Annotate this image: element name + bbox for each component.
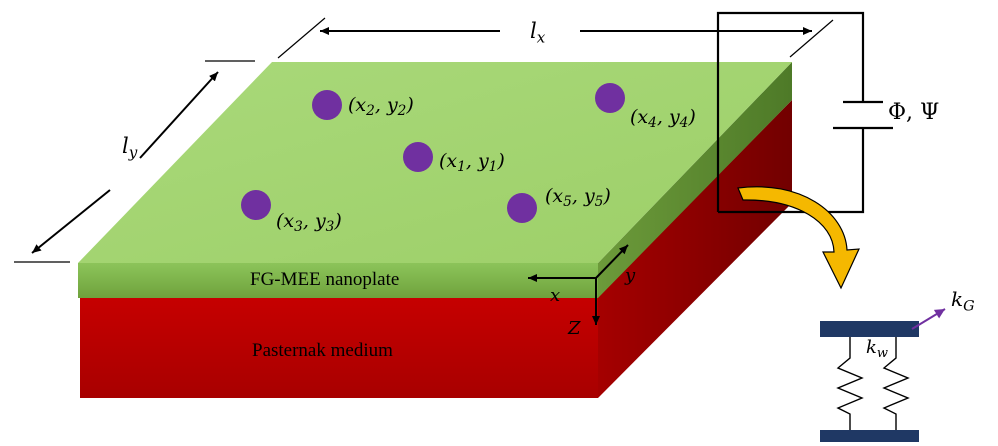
point-marker-4 xyxy=(595,83,625,113)
lx-label: lx xyxy=(530,19,546,47)
ly-arrow-bottom xyxy=(31,189,111,254)
curved-arrow xyxy=(737,186,860,290)
ly-label: ly xyxy=(122,134,138,162)
point-marker-5 xyxy=(507,193,537,223)
lx-extension-left xyxy=(277,17,326,59)
shear-arrow xyxy=(911,308,946,330)
circuit-label: Φ, Ψ xyxy=(888,100,940,125)
medium-layer-label: Pasternak medium xyxy=(252,340,393,361)
point-label-4: (x4, y4) xyxy=(630,106,696,132)
point-marker-1 xyxy=(403,142,433,172)
winkler-label: kw xyxy=(866,337,889,361)
circuit-wire-lower xyxy=(718,128,865,214)
point-label-5: (x5, y5) xyxy=(545,185,611,211)
spring-bar-bottom xyxy=(820,430,919,442)
circuit-wire xyxy=(716,11,865,212)
medium-side-face xyxy=(598,100,792,398)
spring-right xyxy=(882,337,910,430)
point-label-1: (x1, y1) xyxy=(439,150,505,176)
point-label-2: (x2, y2) xyxy=(348,94,414,120)
plate-front-face xyxy=(78,263,598,298)
z-axis-label: Z xyxy=(568,318,581,339)
x-axis-label: x xyxy=(550,285,561,306)
plate-layer-label: FG-MEE nanoplate xyxy=(250,269,400,290)
spring-left xyxy=(836,337,864,430)
point-marker-2 xyxy=(312,90,342,120)
point-label-3: (x3, y3) xyxy=(276,210,342,236)
lx-extension-right xyxy=(789,19,834,58)
plate-side-face xyxy=(598,62,792,298)
y-axis-label: y xyxy=(625,265,636,286)
ly-arrow-top xyxy=(139,71,219,159)
y-axis-arrow xyxy=(595,244,629,279)
point-marker-3 xyxy=(241,190,271,220)
medium-front-face xyxy=(80,297,598,398)
shear-label: kG xyxy=(951,287,975,315)
spring-bar-top xyxy=(820,321,919,337)
